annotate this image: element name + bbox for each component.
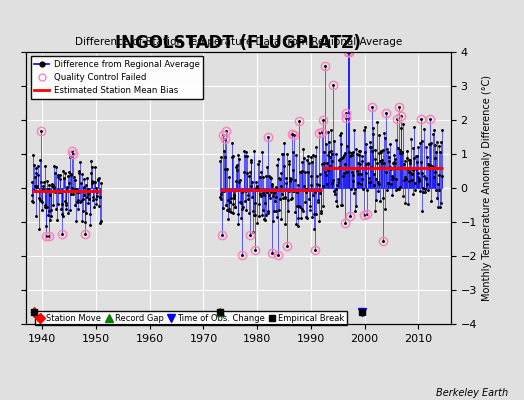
Legend: Station Move, Record Gap, Time of Obs. Change, Empirical Break: Station Move, Record Gap, Time of Obs. C…: [35, 311, 347, 325]
Text: Berkeley Earth: Berkeley Earth: [436, 388, 508, 398]
Title: INGOLSTADT (FLUGPLATZ): INGOLSTADT (FLUGPLATZ): [115, 34, 362, 52]
Text: Difference of Station Temperature Data from Regional Average: Difference of Station Temperature Data f…: [75, 36, 402, 46]
Y-axis label: Monthly Temperature Anomaly Difference (°C): Monthly Temperature Anomaly Difference (…: [483, 75, 493, 301]
